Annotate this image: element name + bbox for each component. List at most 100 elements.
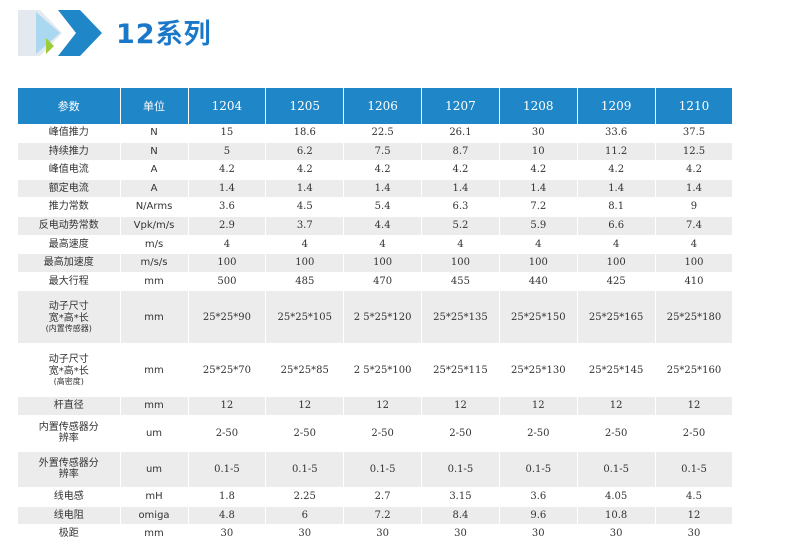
unit-cell: mm xyxy=(120,290,189,345)
value-cell: 25*25*115 xyxy=(421,343,500,398)
value-cell: 4.5 xyxy=(265,197,345,217)
param-line: (高密度) xyxy=(53,377,84,387)
value-cell: 18.6 xyxy=(265,124,345,143)
value-cell: 4 xyxy=(421,235,500,255)
header-model: 1207 xyxy=(421,88,500,124)
value-cell: 1.8 xyxy=(188,487,267,507)
value-cell: 2-50 xyxy=(421,415,500,452)
value-cell: 4.2 xyxy=(188,160,267,180)
value-cell: 4.8 xyxy=(188,506,267,526)
header-unit: 单位 xyxy=(120,88,189,124)
value-cell: 22.5 xyxy=(343,124,423,143)
table-row: 额定电流 A 1.4 1.4 1.4 1.4 1.4 1.4 1.4 xyxy=(18,179,734,199)
value-cell: 4 xyxy=(655,235,734,255)
value-cell: 25*25*105 xyxy=(265,290,345,345)
header-param: 参数 xyxy=(18,88,121,124)
unit-cell: mH xyxy=(120,487,189,507)
value-cell: 485 xyxy=(265,272,345,292)
value-cell: 4.4 xyxy=(343,216,423,236)
table-row: 反电动势常数 Vpk/m/s 2.9 3.7 4.4 5.2 5.9 6.6 7.4 xyxy=(18,216,734,236)
table-row: 线电阻 omiga 4.8 6 7.2 8.4 9.6 10.8 12 xyxy=(18,506,734,526)
value-cell: 12 xyxy=(343,396,423,416)
unit-cell: omiga xyxy=(120,506,189,526)
value-cell: 2 5*25*120 xyxy=(343,290,423,345)
value-cell: 100 xyxy=(499,253,578,273)
value-cell: 5.2 xyxy=(421,216,500,236)
value-cell: 30 xyxy=(499,124,578,143)
value-cell: 1.4 xyxy=(343,179,423,199)
value-cell: 10.8 xyxy=(577,506,656,526)
arrow-logo-icon xyxy=(18,10,102,56)
value-cell: 0.1-5 xyxy=(421,451,500,488)
table-row: 峰值推力 N 15 18.6 22.5 26.1 30 33.6 37.5 xyxy=(18,124,734,143)
param-line: 辨率 xyxy=(58,469,79,481)
value-cell: 25*25*130 xyxy=(499,343,578,398)
param-cell: 持续推力 xyxy=(18,142,121,162)
value-cell: 6.3 xyxy=(421,197,500,217)
unit-cell: mm xyxy=(120,396,189,416)
header-model: 1210 xyxy=(655,88,734,124)
table-row: 线电感 mH 1.8 2.25 2.7 3.15 3.6 4.05 4.5 xyxy=(18,487,734,507)
value-cell: 25*25*70 xyxy=(188,343,267,398)
table-row: 持续推力 N 5 6.2 7.5 8.7 10 11.2 12.5 xyxy=(18,142,734,162)
table-row: 动子尺寸 宽*高*长 (高密度) mm 25*25*70 25*25*85 2 5*25*1… xyxy=(18,343,734,398)
table-row: 最高加速度 m/s/s 100 100 100 100 100 100 100 xyxy=(18,253,734,273)
param-cell: 动子尺寸 宽*高*长 (高密度) xyxy=(18,343,121,398)
value-cell: 8.7 xyxy=(421,142,500,162)
param-line: 宽*高*长 xyxy=(48,365,89,377)
value-cell: 15 xyxy=(188,124,267,143)
header-model: 1209 xyxy=(577,88,656,124)
value-cell: 0.1-5 xyxy=(499,451,578,488)
value-cell: 0.1-5 xyxy=(343,451,423,488)
value-cell: 100 xyxy=(188,253,267,273)
value-cell: 7.4 xyxy=(655,216,734,236)
value-cell: 4.5 xyxy=(655,487,734,507)
value-cell: 11.2 xyxy=(577,142,656,162)
table-row: 峰值电流 A 4.2 4.2 4.2 4.2 4.2 4.2 4.2 xyxy=(18,160,734,180)
value-cell: 3.6 xyxy=(499,487,578,507)
value-cell: 26.1 xyxy=(421,124,500,143)
value-cell: 440 xyxy=(499,272,578,292)
param-cell: 反电动势常数 xyxy=(18,216,121,236)
value-cell: 25*25*165 xyxy=(577,290,656,345)
value-cell: 25*25*150 xyxy=(499,290,578,345)
value-cell: 7.5 xyxy=(343,142,423,162)
value-cell: 4.2 xyxy=(343,160,423,180)
value-cell: 12.5 xyxy=(655,142,734,162)
value-cell: 0.1-5 xyxy=(577,451,656,488)
value-cell: 0.1-5 xyxy=(655,451,734,488)
value-cell: 3.7 xyxy=(265,216,345,236)
param-line: 辨率 xyxy=(58,433,79,445)
value-cell: 9.6 xyxy=(499,506,578,526)
value-cell: 2.9 xyxy=(188,216,267,236)
value-cell: 25*25*90 xyxy=(188,290,267,345)
value-cell: 500 xyxy=(188,272,267,292)
unit-cell: N xyxy=(120,142,189,162)
value-cell: 6.6 xyxy=(577,216,656,236)
unit-cell: A xyxy=(120,160,189,180)
value-cell: 2.7 xyxy=(343,487,423,507)
param-cell: 最高加速度 xyxy=(18,253,121,273)
header-row: 参数 单位 1204 1205 1206 1207 1208 1209 1210 xyxy=(18,88,734,124)
value-cell: 410 xyxy=(655,272,734,292)
value-cell: 1.4 xyxy=(188,179,267,199)
param-cell: 峰值电流 xyxy=(18,160,121,180)
value-cell: 2-50 xyxy=(499,415,578,452)
unit-cell: Vpk/m/s xyxy=(120,216,189,236)
value-cell: 12 xyxy=(421,396,500,416)
unit-cell: mm xyxy=(120,343,189,398)
value-cell: 4.2 xyxy=(265,160,345,180)
value-cell: 4 xyxy=(499,235,578,255)
value-cell: 100 xyxy=(577,253,656,273)
table-row: 最高速度 m/s 4 4 4 4 4 4 4 xyxy=(18,235,734,255)
unit-cell: A xyxy=(120,179,189,199)
value-cell: 5.4 xyxy=(343,197,423,217)
param-cell: 峰值推力 xyxy=(18,124,121,143)
value-cell: 25*25*135 xyxy=(421,290,500,345)
value-cell: 12 xyxy=(499,396,578,416)
value-cell: 4 xyxy=(577,235,656,255)
value-cell: 25*25*160 xyxy=(655,343,734,398)
param-line: 内置传感器分 xyxy=(38,421,99,433)
param-line: 外置传感器分 xyxy=(38,457,99,469)
unit-cell: mm xyxy=(120,272,189,292)
